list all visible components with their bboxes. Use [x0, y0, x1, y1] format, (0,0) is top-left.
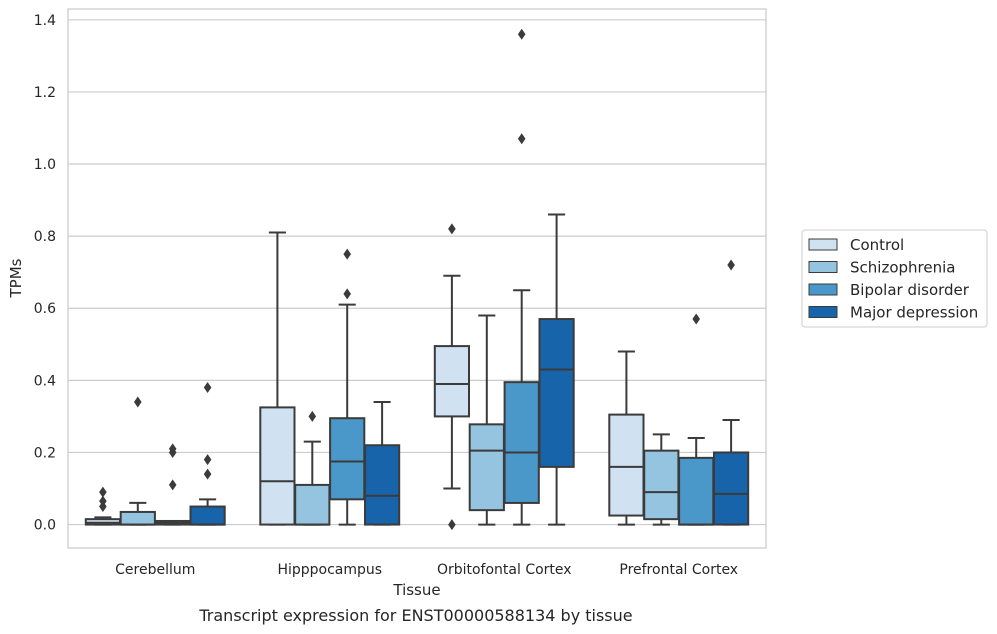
box-groups	[84, 28, 750, 531]
legend-label: Major depression	[850, 304, 978, 322]
box-body	[643, 449, 680, 521]
outlier-point	[308, 410, 317, 422]
outlier-point	[99, 495, 107, 507]
gridlines	[68, 19, 766, 526]
outlier-point	[203, 468, 212, 480]
box-3-category-4	[678, 313, 715, 526]
outlier-point	[99, 486, 107, 498]
outlier-point	[168, 443, 177, 455]
box-body	[503, 381, 540, 504]
outlier-point	[517, 28, 526, 40]
box-body	[119, 510, 156, 526]
y-tick-labels: 0.0 0.2 0.4 0.6 0.8 1.0 1.2 1.4	[34, 13, 56, 534]
legend-frame	[801, 229, 988, 328]
outlier-point	[203, 382, 212, 394]
box-body	[538, 318, 575, 468]
box-body	[433, 345, 471, 418]
box-body	[678, 456, 715, 526]
x-tick-label: Cerebellum	[115, 562, 195, 578]
y-tick-label: 1.0	[34, 157, 56, 173]
y-axis-label: TPMs	[7, 258, 25, 298]
box-1-category-2	[259, 231, 296, 526]
x-tick-label: Hipppocampus	[277, 562, 382, 578]
legend-swatch	[808, 261, 838, 273]
box-1-category-1	[84, 486, 122, 526]
box-body	[712, 451, 750, 526]
box-1-category-4	[608, 350, 645, 526]
outlier-point	[517, 133, 526, 145]
box-body	[468, 423, 505, 512]
box-3-category-2	[329, 248, 366, 526]
legend-label: Bipolar disorder	[850, 281, 970, 299]
legend-swatch	[808, 283, 838, 296]
x-tick-labels: Cerebellum Hipppocampus Orbitofontal Corte…	[115, 562, 738, 578]
box-body	[294, 483, 331, 526]
y-tick-label: 0.6	[34, 301, 56, 317]
x-tick-label: Orbitofontal Cortex	[437, 562, 572, 578]
box-body	[329, 417, 366, 501]
outlier-point	[168, 479, 177, 491]
legend: Control Schizophrenia Bipolar disorder Majo…	[801, 229, 988, 328]
box-4-category-4	[712, 259, 750, 526]
outlier-point	[343, 288, 351, 300]
legend-label: Schizophrenia	[850, 259, 955, 277]
outlier-point	[203, 454, 212, 466]
y-tick-label: 1.2	[34, 85, 56, 101]
x-axis-label: Tissue	[392, 581, 440, 599]
box-4-category-2	[363, 400, 401, 526]
outlier-point	[448, 519, 456, 531]
legend-label: Control	[850, 236, 904, 254]
box-4-category-1	[189, 382, 226, 526]
box-body	[608, 413, 645, 517]
outlier-point	[448, 223, 456, 235]
y-tick-label: 0.8	[34, 229, 56, 245]
outlier-point	[692, 313, 700, 325]
box-4-category-3	[538, 213, 575, 526]
y-tick-label: 0.2	[34, 445, 56, 461]
box-1-category-3	[433, 223, 471, 531]
outlier-point	[343, 248, 351, 260]
outlier-point	[134, 396, 142, 408]
box-2-category-1	[119, 396, 156, 526]
figure-caption: Transcript expression for ENST0000058813…	[199, 606, 633, 625]
box-body	[189, 505, 226, 526]
y-tick-label: 0.0	[34, 518, 56, 534]
y-tick-label: 1.4	[34, 13, 56, 29]
box-2-category-2	[294, 410, 331, 526]
box-body	[363, 444, 401, 526]
box-3-category-3	[503, 28, 540, 526]
box-body	[259, 406, 296, 526]
box-2-category-3	[468, 314, 505, 526]
box-2-category-4	[643, 433, 680, 526]
plot-frame	[67, 8, 767, 549]
y-tick-label: 0.4	[34, 373, 56, 389]
legend-swatch	[808, 306, 838, 318]
x-tick-label: Prefrontal Cortex	[619, 562, 738, 578]
outlier-point	[727, 259, 735, 271]
box-3-category-1	[154, 443, 191, 526]
legend-swatch	[808, 238, 838, 251]
